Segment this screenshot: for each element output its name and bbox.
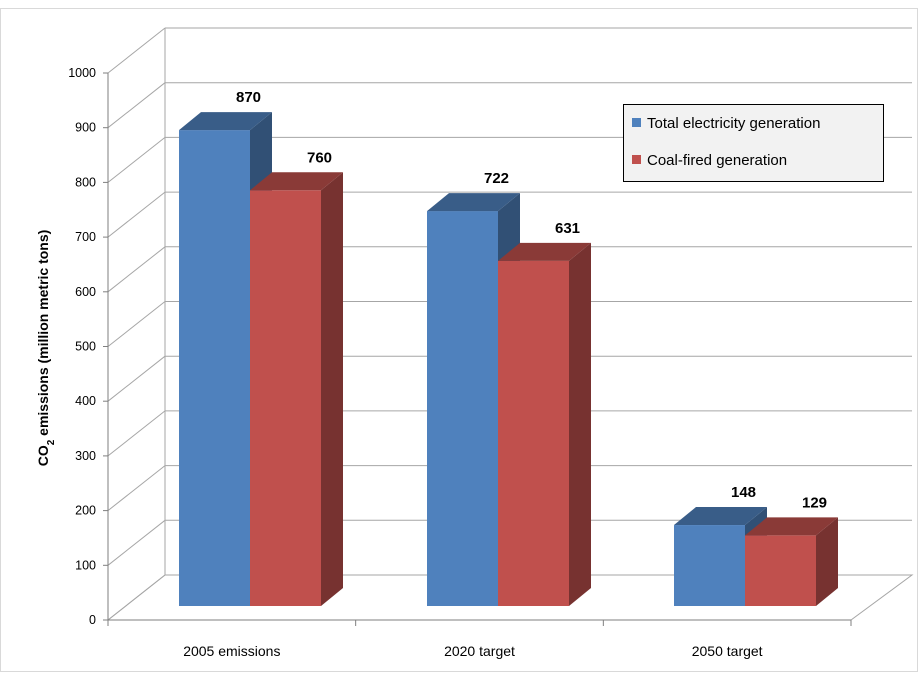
bar-top	[674, 507, 767, 526]
bar-top	[179, 112, 272, 131]
gridline-diagonal	[107, 301, 166, 347]
legend: Total electricity generation Coal-fired …	[623, 104, 884, 182]
bars-group	[179, 112, 838, 607]
bar-top	[250, 172, 343, 191]
legend-label-total: Total electricity generation	[647, 115, 820, 132]
legend-box	[623, 104, 884, 182]
data-label: 631	[555, 220, 580, 237]
gridline-diagonal	[107, 82, 166, 129]
gridline-diagonal	[107, 410, 166, 457]
y-tick-label: 200	[75, 504, 96, 518]
gridline-diagonal	[107, 355, 166, 402]
chart-border	[0, 8, 918, 672]
y-tick-label: 900	[75, 121, 96, 135]
bar-front	[427, 211, 498, 607]
y-tick-label: 800	[75, 175, 96, 189]
gridline-diagonal	[107, 27, 166, 74]
legend-label-coal: Coal-fired generation	[647, 152, 787, 169]
y-tick-label: 500	[75, 340, 96, 354]
bar-front	[179, 130, 250, 607]
gridline-diagonal	[107, 246, 166, 293]
data-label: 148	[731, 484, 756, 501]
legend-swatch-coal	[632, 155, 641, 164]
x-tick-label: 2020 target	[444, 643, 515, 659]
y-tick-label: 600	[75, 285, 96, 299]
bar-top	[745, 517, 838, 536]
bar-top	[498, 242, 591, 261]
bar-front	[674, 525, 745, 606]
gridline-diagonal	[107, 465, 166, 511]
x-tick-label: 2050 target	[692, 643, 763, 659]
bar-top	[427, 193, 520, 212]
gridline-diagonal	[107, 137, 166, 183]
data-label: 129	[802, 494, 827, 511]
y-tick-label: 300	[75, 449, 96, 463]
x-tick-label: 2005 emissions	[183, 643, 280, 659]
y-tick-label: 400	[75, 394, 96, 408]
bar-front	[250, 190, 321, 606]
bar-side	[569, 242, 591, 606]
y-tick-label: 0	[89, 613, 96, 627]
gridline-diagonal	[107, 519, 166, 566]
data-label: 760	[307, 149, 332, 166]
y-tick-label: 100	[75, 558, 96, 572]
data-labels-group: 870 760 722 631 148 129	[236, 89, 827, 511]
bar-side	[321, 172, 343, 606]
y-tick-label: 1000	[68, 66, 96, 80]
legend-swatch-total	[632, 118, 641, 127]
bar-side	[816, 517, 838, 606]
gridline-diagonal	[107, 574, 166, 621]
bar-front	[498, 260, 569, 606]
data-label: 870	[236, 89, 261, 106]
axes: 0 100 200 300 400 500 600 700 800 900 1000 2005 emi…	[68, 66, 852, 659]
y-tick-label: 700	[75, 230, 96, 244]
gridline-diagonal	[107, 191, 166, 238]
bar-front	[745, 535, 816, 606]
y-axis-label: CO2 emissions (million metric tons)	[35, 230, 57, 467]
data-label: 722	[484, 170, 509, 187]
